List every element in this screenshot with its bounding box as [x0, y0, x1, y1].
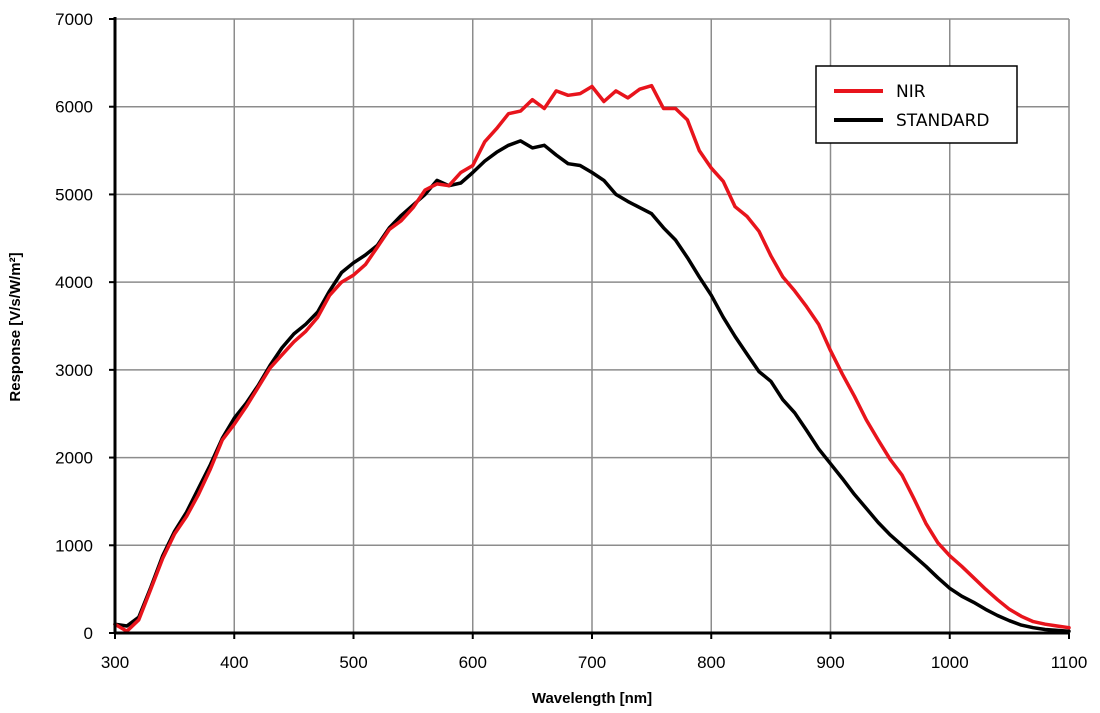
legend-label-standard: STANDARD	[896, 111, 990, 131]
y-tick-label: 2000	[55, 449, 93, 468]
horizontal-gridlines	[115, 18, 1069, 547]
x-tick-label: 300	[101, 653, 129, 672]
y-tick-label: 6000	[55, 98, 93, 117]
x-tick-label: 1100	[1051, 653, 1088, 672]
series-line-standard	[113, 139, 1071, 633]
y-tick-label: 4000	[55, 273, 93, 292]
x-axis-title: Wavelength [nm]	[532, 690, 652, 707]
y-tick-label: 1000	[55, 536, 93, 555]
x-tick-label: 600	[459, 653, 487, 672]
y-axis-title: Response [V/s/W/m²]	[7, 252, 24, 401]
x-tick-label: 900	[816, 653, 844, 672]
axes	[109, 17, 1070, 639]
x-tick-label: 800	[697, 653, 725, 672]
series-lines	[113, 83, 1071, 633]
y-tick-label: 7000	[55, 10, 93, 29]
x-tick-labels: 300 400 500 600 700 800 900 1000 1100	[101, 653, 1087, 672]
series-line-nir	[113, 83, 1071, 633]
x-tick-label: 700	[578, 653, 606, 672]
legend-label-nir: NIR	[896, 82, 926, 102]
y-tick-label: 0	[84, 624, 93, 643]
legend: NIR STANDARD	[815, 65, 1018, 144]
y-tick-label: 3000	[55, 361, 93, 380]
x-tick-label: 500	[339, 653, 367, 672]
x-tick-label: 1000	[931, 653, 969, 672]
legend-box	[815, 65, 1018, 144]
y-tick-label: 5000	[55, 185, 93, 204]
x-tick-label: 400	[220, 653, 248, 672]
vertical-gridlines	[233, 19, 1070, 633]
y-tick-labels: 0 1000 2000 3000 4000 5000 6000 7000	[55, 10, 93, 643]
